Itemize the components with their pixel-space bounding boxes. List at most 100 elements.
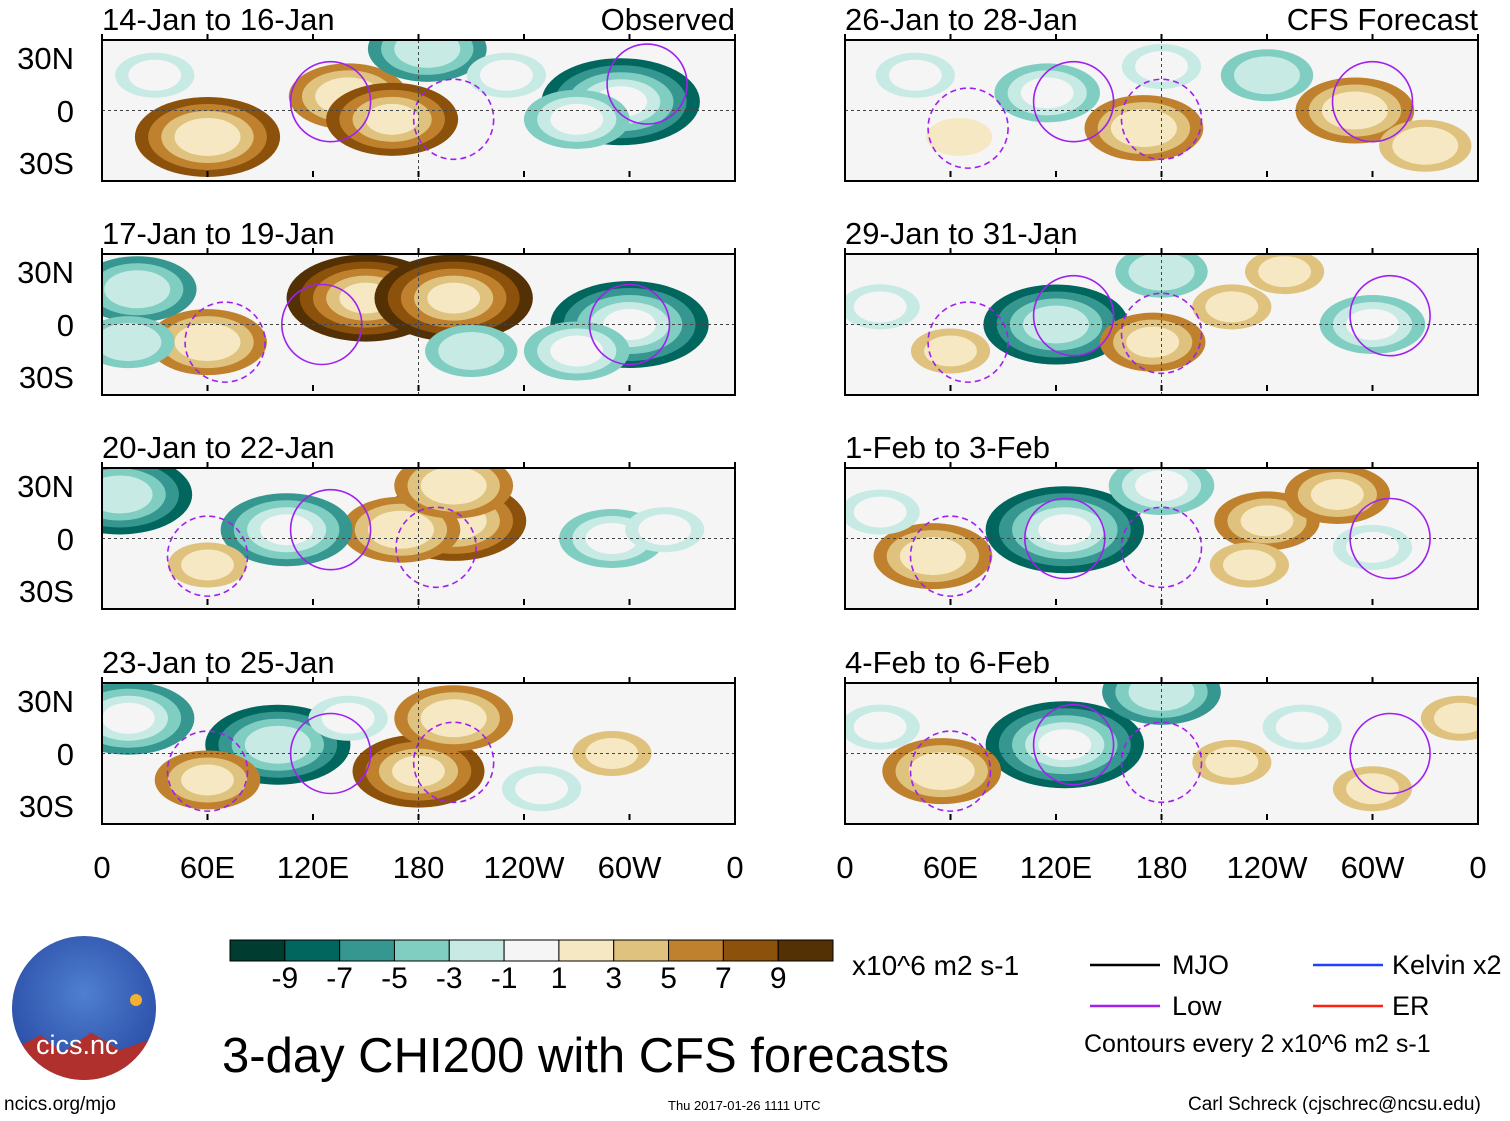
colorbar-tick: -7 (326, 962, 353, 995)
anomaly-blob (924, 335, 977, 367)
lat-tick-label: 30S (18, 360, 74, 396)
anomaly-blob (394, 40, 461, 68)
anomaly-blob (480, 59, 533, 91)
anomaly-blob (1346, 309, 1399, 340)
map-panel (844, 677, 1479, 830)
anomaly-blob (853, 711, 907, 743)
low-contour (1032, 60, 1115, 143)
legend-low: Low (1172, 991, 1222, 1021)
panel-title: 29-Jan to 31-Jan (845, 216, 1078, 251)
low-contour (927, 87, 1009, 169)
lat-tick-label: 0 (56, 93, 74, 129)
anomaly-blob (174, 323, 241, 362)
anomaly-blob (365, 103, 419, 135)
low-contour (184, 301, 266, 383)
lat-tick-label: 30N (17, 40, 74, 76)
logo-text: cics.nc (36, 1030, 119, 1060)
cics-logo: cics.nc (12, 936, 156, 1080)
anomaly-blob (585, 738, 639, 769)
lon-tick-label: 0 (836, 850, 854, 885)
panel-title: 4-Feb to 6-Feb (845, 645, 1051, 680)
anomaly-blob (1234, 56, 1300, 95)
colorbar-tick: -5 (381, 962, 408, 995)
colorbar-swatch (448, 939, 505, 962)
anomaly-blob (420, 699, 487, 738)
units-label: x10^6 m2 s-1 (852, 950, 1020, 981)
lat-tick-label: 0 (56, 307, 74, 343)
legend-kelvin: Kelvin x2 (1392, 950, 1502, 980)
colorbar-swatch (229, 939, 286, 962)
colorbar-tick: 9 (769, 962, 787, 995)
lon-tick-label: 180 (1135, 850, 1188, 885)
low-contour (166, 515, 249, 597)
anomaly-blob (888, 59, 942, 91)
lat-tick-label: 30S (18, 789, 74, 825)
anomaly-blob (1205, 291, 1259, 323)
anomaly-blob (102, 702, 155, 734)
low-contour (927, 301, 1009, 383)
legend-mjo: MJO (1172, 950, 1229, 980)
anomaly-blob (102, 323, 162, 362)
anomaly-blob (260, 514, 314, 546)
figure-title: 3-day CHI200 with CFS forecasts (222, 1029, 950, 1083)
lon-tick-label: 0 (93, 850, 111, 885)
colorbar-tick: 5 (660, 962, 677, 995)
map-panel (844, 462, 1479, 615)
anomaly-blob (1258, 256, 1311, 288)
low-contour (1349, 274, 1431, 357)
colorbar-tick: 1 (550, 962, 568, 995)
low-contour (1331, 60, 1414, 143)
anomaly-blob (1135, 470, 1188, 502)
anomaly-blob (1223, 549, 1276, 581)
panel-label: CFS Forecast (1286, 2, 1478, 37)
site-link[interactable]: ncics.org/mjo (4, 1094, 116, 1115)
anomaly-blob (853, 291, 907, 323)
lat-tick-label: 30S (18, 146, 74, 182)
low-contour (412, 721, 495, 804)
anomaly-blob (926, 117, 993, 156)
map-panel (101, 677, 736, 830)
anomaly-blob (853, 496, 907, 528)
low-contour (1032, 703, 1115, 786)
colorbar-swatch (668, 939, 724, 962)
lon-tick-label: 0 (1469, 850, 1487, 885)
colorbar-tick: -1 (490, 962, 518, 995)
low-contour (606, 43, 688, 125)
colorbar-tick: 3 (605, 962, 623, 995)
map-panel (844, 248, 1479, 401)
lon-tick-label: 180 (392, 850, 445, 885)
anomaly-blob (181, 764, 234, 796)
anomaly-blob (102, 475, 153, 514)
lat-tick-label: 30S (18, 574, 74, 610)
lon-tick-label: 120E (276, 850, 350, 885)
anomaly-blob (1275, 711, 1329, 743)
lon-tick-label: 60W (1340, 850, 1405, 885)
panel-title: 1-Feb to 3-Feb (845, 430, 1051, 465)
lon-tick-label: 60E (179, 850, 236, 885)
panel-title: 26-Jan to 28-Jan (845, 2, 1078, 37)
lon-tick-label: 120E (1019, 850, 1093, 885)
colorbar-swatch (722, 939, 779, 962)
lat-tick-label: 30N (17, 683, 74, 719)
contour-note: Contours every 2 x10^6 m2 s-1 (1084, 1030, 1431, 1058)
anomaly-blob (181, 549, 234, 581)
legend-er: ER (1392, 991, 1430, 1021)
anomaly-blob (1126, 326, 1180, 358)
anomaly-blob (420, 468, 487, 505)
map-panel (101, 248, 736, 401)
low-contour (289, 60, 372, 143)
anomaly-blob (550, 335, 604, 367)
colorbar-swatch (503, 939, 560, 962)
anomaly-blob (1205, 746, 1259, 778)
anomaly-blob (128, 59, 182, 91)
anomaly-blob (550, 103, 604, 135)
colorbar-swatch (613, 939, 670, 962)
lat-tick-label: 30N (17, 468, 74, 504)
low-contour (166, 730, 249, 812)
panel-title: 20-Jan to 22-Jan (102, 430, 335, 465)
lat-tick-label: 0 (56, 521, 74, 557)
panel-title: 17-Jan to 19-Jan (102, 216, 335, 251)
colorbar-swatch (339, 939, 395, 962)
lat-tick-label: 0 (56, 736, 74, 772)
